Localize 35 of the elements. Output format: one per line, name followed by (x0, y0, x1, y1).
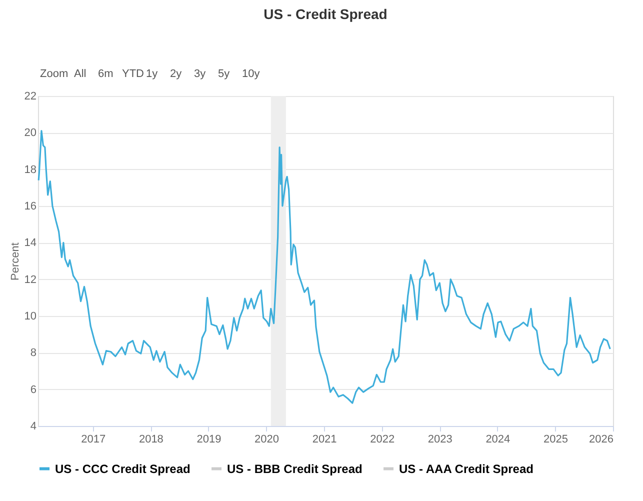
chart-title: US - Credit Spread (264, 6, 388, 22)
legend-label: US - CCC Credit Spread (55, 462, 190, 476)
x-tick-label: 2025 (543, 434, 568, 446)
y-tick-label: 12 (24, 274, 36, 286)
x-tick-label: 2018 (138, 434, 164, 446)
y-axis-title: Percent (9, 242, 22, 280)
legend-label: US - AAA Credit Spread (399, 462, 534, 476)
text: All (74, 68, 86, 80)
x-tick-label: 2024 (486, 434, 510, 446)
line-series (38, 130, 611, 404)
x-tick-label: 2020 (254, 434, 280, 446)
y-tick-label: 18 (24, 164, 36, 176)
text: YTD (122, 68, 144, 80)
y-tick-label: 22 (24, 90, 36, 102)
y-tick-label: 20 (24, 127, 36, 140)
text: 3y (194, 68, 206, 80)
text: 6m (98, 68, 114, 80)
x-tick-label: 2021 (312, 434, 337, 446)
text: 5y (218, 68, 230, 80)
text: 2y (170, 68, 182, 80)
x-tick-label: 2019 (196, 434, 222, 446)
y-tick-label: 8 (30, 347, 36, 360)
y-tick-label: 14 (24, 237, 36, 250)
y-tick-label: 4 (30, 420, 36, 432)
x-tick-label: 2022 (370, 434, 395, 446)
y-tick-label: 6 (30, 384, 36, 396)
text: 1y (146, 68, 158, 80)
y-tick-label: 16 (24, 200, 36, 212)
x-tick-label: 2017 (81, 434, 106, 446)
x-tick-label: 2023 (428, 434, 452, 446)
y-tick-label: 10 (24, 310, 36, 322)
text: Zoom (40, 68, 68, 80)
x-tick-label: 2026 (589, 434, 614, 446)
legend-label: US - BBB Credit Spread (227, 462, 362, 476)
text: 10y (242, 68, 260, 80)
